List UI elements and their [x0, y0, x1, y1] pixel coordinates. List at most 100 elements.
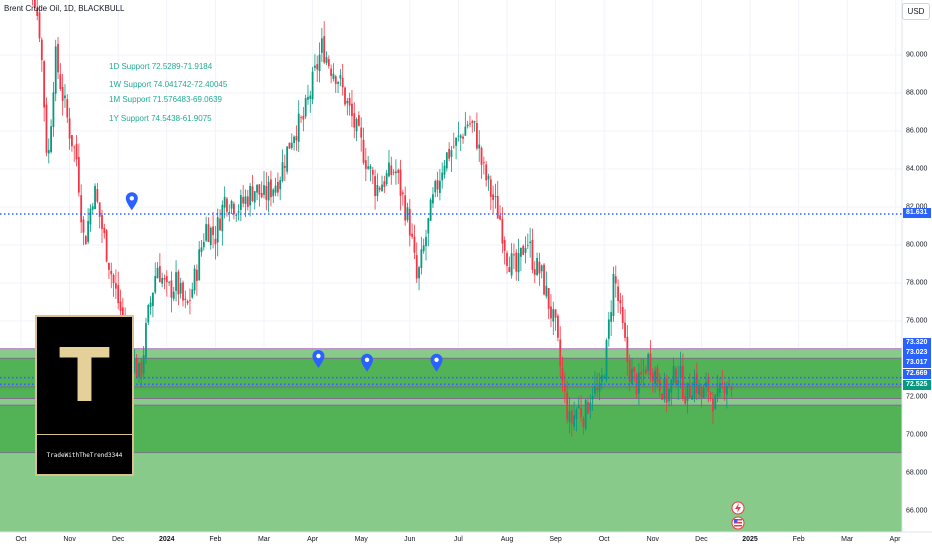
candle-body: [246, 196, 249, 207]
candle-body: [420, 249, 423, 269]
candle-body: [216, 217, 219, 243]
candle-body: [647, 354, 650, 371]
candle-body: [392, 171, 395, 173]
candle-body: [334, 76, 337, 84]
candle-body: [471, 121, 474, 124]
price-axis-label: 73.017: [903, 358, 931, 368]
candle-body: [242, 196, 245, 204]
candle-body: [494, 196, 497, 197]
candle-body: [665, 378, 668, 403]
candle-body: [47, 149, 50, 154]
candle-body: [205, 224, 208, 241]
candle-body: [672, 366, 675, 383]
candle-body: [371, 169, 374, 175]
candle-body: [686, 382, 689, 401]
price-tick-label: 76.000: [906, 317, 928, 325]
event-pin-icon[interactable]: [361, 353, 374, 372]
candle-body: [522, 245, 525, 255]
candle-body: [330, 68, 333, 76]
candle-body: [36, 7, 39, 16]
candle-body: [302, 115, 305, 120]
price-tick-label: 90.000: [906, 51, 928, 59]
candle-body: [149, 302, 152, 307]
candle-body: [66, 99, 69, 118]
candle-body: [598, 383, 601, 392]
flash-icon[interactable]: [731, 501, 745, 515]
candle-body: [270, 179, 272, 198]
candle-body: [624, 322, 626, 338]
candle-body: [189, 299, 191, 301]
candlesticks: [32, 0, 733, 437]
support-zone: [0, 386, 902, 399]
symbol-title[interactable]: Brent Crude Oil, 1D, BLACKBULL: [4, 4, 125, 13]
candle-body: [600, 375, 603, 382]
pin-shape: [125, 192, 138, 211]
time-tick-label: Nov: [63, 536, 76, 543]
candle-body: [577, 405, 580, 409]
candle-body: [730, 387, 733, 391]
candle-body: [105, 230, 108, 262]
candle-body: [614, 276, 617, 284]
time-tick-label: Dec: [695, 536, 708, 543]
candle-body: [526, 244, 529, 246]
pin-shape: [312, 350, 325, 368]
currency-button[interactable]: USD: [902, 3, 930, 20]
candle-body: [45, 104, 48, 153]
support-zone: [0, 405, 902, 453]
candle-body: [110, 270, 113, 275]
candle-body: [480, 147, 483, 165]
candle-body: [267, 181, 270, 201]
candle-body: [274, 185, 277, 193]
candle-body: [517, 253, 520, 273]
candle-body: [626, 336, 629, 363]
candle-body: [540, 265, 543, 272]
candle-body: [309, 95, 312, 99]
candle-body: [397, 169, 400, 173]
candle-body: [177, 271, 180, 295]
candle-body: [355, 118, 358, 132]
candle-body: [283, 165, 286, 168]
time-tick-label: Dec: [111, 536, 125, 543]
pin-dot: [129, 196, 135, 201]
candle-body: [337, 81, 339, 84]
candle-body: [702, 388, 705, 398]
candle-body: [59, 74, 62, 90]
candle-body: [607, 319, 610, 339]
candle-body: [351, 103, 353, 117]
candle-body: [466, 124, 469, 127]
event-pin-icon[interactable]: [312, 350, 325, 368]
candle-body: [286, 146, 289, 172]
candle-body: [235, 215, 238, 216]
candle-body: [469, 123, 471, 125]
candle-body: [543, 264, 545, 295]
candle-body: [385, 173, 388, 185]
price-tick-label: 88.000: [906, 89, 928, 97]
candle-body: [432, 194, 434, 204]
candle-body: [441, 172, 444, 181]
candle-body: [237, 211, 240, 213]
candle-body: [152, 292, 154, 306]
candle-body: [496, 195, 499, 219]
candle-body: [485, 164, 488, 181]
candle-body: [258, 184, 261, 195]
candle-body: [596, 387, 599, 391]
us-flag-icon[interactable]: [731, 516, 745, 530]
candle-body: [230, 200, 233, 209]
candle-body: [612, 273, 615, 317]
candle-body: [550, 306, 552, 319]
candle-body: [311, 71, 314, 100]
candle-body: [688, 385, 691, 398]
candle-body: [390, 165, 393, 175]
candle-body: [408, 208, 411, 236]
candle-body: [94, 185, 96, 210]
event-pin-icon[interactable]: [430, 353, 443, 372]
candle-body: [98, 202, 101, 217]
candle-body: [112, 275, 115, 284]
candle-body: [364, 160, 367, 169]
event-pin-icon[interactable]: [125, 192, 138, 211]
pin-shape: [430, 353, 443, 372]
candle-body: [80, 195, 83, 223]
candle-body: [719, 383, 721, 393]
candle-body: [253, 191, 256, 203]
